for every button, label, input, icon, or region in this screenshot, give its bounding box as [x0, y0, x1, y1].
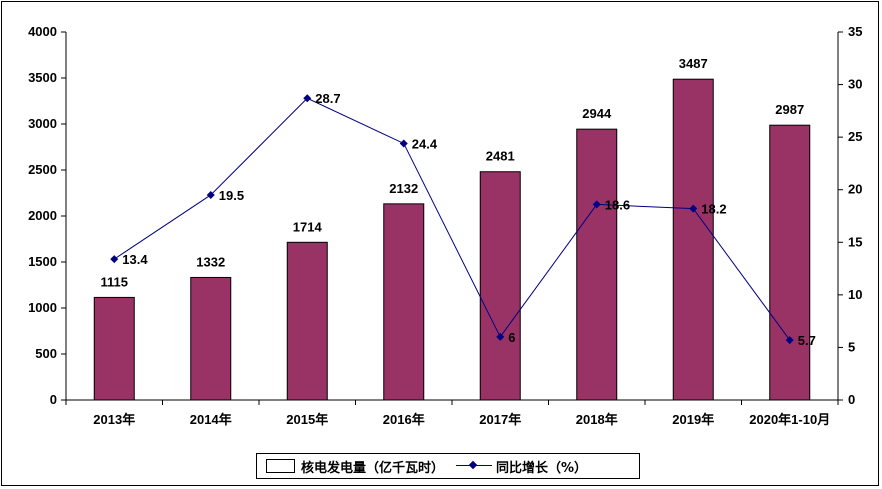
category-label: 2017年	[479, 412, 521, 427]
left-tick-label: 4000	[28, 24, 57, 39]
line-point-marker	[303, 94, 312, 103]
left-tick-label: 2000	[28, 208, 57, 223]
left-tick-label: 1000	[28, 300, 57, 315]
line-point-marker	[496, 332, 505, 341]
bar	[479, 171, 521, 401]
line-value-label: 5.7	[798, 333, 816, 348]
bar	[769, 124, 811, 401]
left-tick-label: 1500	[28, 254, 57, 269]
right-tick-label: 25	[848, 129, 862, 144]
right-tick-label: 15	[848, 234, 862, 249]
left-axis-ticks: 0 500 1000 1500 2000 2500 3000 3500 4000	[28, 24, 66, 407]
line-value-label: 28.7	[315, 91, 340, 106]
growth-line	[113, 97, 791, 341]
line-value-label: 18.2	[701, 202, 726, 217]
category-label: 2018年	[576, 412, 618, 427]
right-tick-label: 20	[848, 182, 862, 197]
bar	[383, 203, 425, 401]
right-axis-ticks: 0 5 10 15 20 25 30 35	[838, 24, 862, 407]
line-point-marker	[110, 255, 119, 264]
legend: 核电发电量（亿千瓦时） 同比增长（%）	[256, 453, 640, 479]
line-series: 13.4 19.5 28.7 24.4 6 18.6 18.2 5.7	[110, 91, 816, 348]
category-label: 2014年	[190, 412, 232, 427]
legend-line-marker	[456, 460, 493, 472]
category-label: 2013年	[93, 412, 135, 427]
bar	[93, 296, 135, 401]
bar-value-label: 1332	[196, 254, 225, 269]
left-tick-label: 3000	[28, 116, 57, 131]
line-value-label: 24.4	[412, 136, 438, 151]
category-label: 2015年	[286, 412, 328, 427]
bar-value-label: 2132	[389, 181, 418, 196]
line-point-marker	[206, 190, 215, 199]
left-tick-label: 3500	[28, 70, 57, 85]
right-tick-label: 0	[848, 392, 855, 407]
left-tick-label: 0	[50, 392, 57, 407]
line-value-label: 6	[508, 330, 515, 345]
line-value-label: 18.6	[605, 197, 630, 212]
bar	[576, 128, 618, 401]
right-tick-label: 5	[848, 339, 855, 354]
legend-item-line: 同比增长（%）	[444, 457, 587, 476]
line-point-marker	[592, 200, 601, 209]
line-point-marker	[689, 204, 698, 213]
line-point-marker	[785, 336, 794, 345]
legend-item-bar: 核电发电量（亿千瓦时）	[257, 457, 444, 476]
line-point-marker	[399, 139, 408, 148]
category-label: 2020年1-10月	[749, 412, 830, 427]
category-labels: 2013年 2014年 2015年 2016年 2017年 2018年 2019年 2020年…	[65, 400, 839, 427]
bar-value-label: 2944	[582, 106, 612, 121]
right-tick-label: 30	[848, 77, 862, 92]
bar	[286, 241, 328, 401]
right-tick-label: 35	[848, 24, 862, 39]
bar-series: 1115 1332 1714 2132 2481 2944 3487 2987	[93, 56, 811, 401]
bar-value-label: 1714	[293, 219, 323, 234]
bar-value-label: 2481	[486, 149, 515, 164]
legend-bar-swatch	[266, 459, 295, 473]
category-label: 2019年	[672, 412, 714, 427]
right-tick-label: 10	[848, 287, 862, 302]
legend-line-label: 同比增长（%）	[496, 460, 588, 476]
bar-value-label: 2987	[775, 102, 804, 117]
legend-bar-label: 核电发电量（亿千瓦时）	[301, 460, 445, 476]
bar	[190, 276, 232, 401]
line-value-label: 13.4	[122, 252, 148, 267]
bar-value-label: 1115	[101, 274, 129, 289]
bar-value-label: 3487	[679, 56, 708, 71]
category-label: 2016年	[383, 412, 425, 427]
line-value-label: 19.5	[219, 188, 244, 203]
left-tick-label: 500	[35, 346, 57, 361]
bar	[672, 78, 714, 401]
left-tick-label: 2500	[28, 162, 57, 177]
